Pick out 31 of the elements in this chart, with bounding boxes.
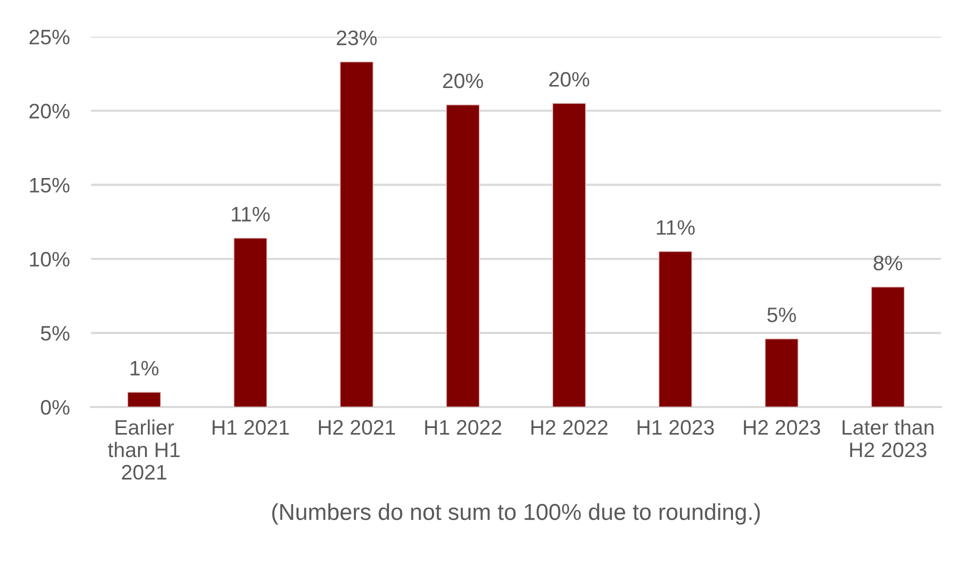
bar [340,61,374,407]
x-tick-label: H1 2022 [425,420,502,435]
x-axis-title: (Numbers do not sum to 100% due to rounding.) [272,503,760,525]
y-tick-label: 20% [30,104,70,119]
bar [233,238,268,407]
data-label: 11% [656,220,695,235]
x-tick-label: H2 2023 [744,420,820,435]
data-label: 20% [443,73,483,88]
x-tick-label: Earlier than H1 2021 [108,419,180,480]
data-label: 20% [549,72,590,87]
x-tick-label: Later than H2 2023 [842,419,934,458]
bar [127,392,162,407]
x-tick-label: H2 2021 [318,420,395,435]
data-label: 1% [130,360,158,376]
x-tick-label: H1 2021 [212,420,289,435]
data-label: 23% [336,30,377,46]
y-tick-label: 0% [40,400,70,415]
x-tick-label: H2 2022 [531,420,608,435]
bar [446,104,480,407]
data-label: 11% [232,206,270,222]
y-tick-label: 5% [40,326,70,341]
bar [552,102,586,407]
data-label: 8% [874,256,902,270]
bar [870,286,905,407]
y-tick-label: 15% [30,178,70,193]
bar [658,251,692,407]
y-tick-label: 10% [30,252,70,267]
y-tick-label: 25% [30,30,70,44]
data-label: 5% [767,308,796,322]
bar [764,338,799,407]
x-tick-label: H1 2023 [638,420,714,435]
